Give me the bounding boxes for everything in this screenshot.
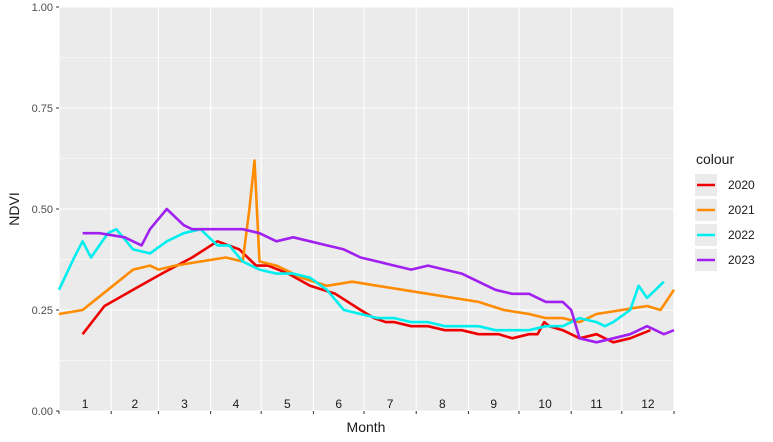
- legend: colour 2020 2021 2022 2023: [695, 151, 755, 271]
- y-tick-label: 0.25: [32, 305, 53, 317]
- series-line-2021: [58, 159, 676, 324]
- month-label: 1: [82, 397, 89, 411]
- y-tick-label: 0.75: [32, 103, 53, 115]
- month-label: 12: [641, 397, 655, 411]
- x-axis: 1 2 3 4 5 6 7 8 9 10 11 12: [58, 397, 675, 414]
- y-tick-label: 0.00: [32, 406, 53, 418]
- y-tick-label: 0.50: [32, 204, 53, 216]
- legend-label-2023: 2023: [728, 253, 755, 267]
- legend-label-2022: 2022: [728, 228, 755, 242]
- y-axis-title: NDVI: [6, 192, 22, 225]
- series-line-2023: [82, 207, 675, 344]
- month-label: 10: [538, 397, 552, 411]
- legend-title: colour: [696, 151, 734, 167]
- series-line-2020: [81, 240, 651, 344]
- x-axis-title: Month: [347, 419, 386, 435]
- month-label: 6: [335, 397, 342, 411]
- month-label: 9: [490, 397, 497, 411]
- series-lines: [57, 159, 676, 344]
- month-label: 8: [439, 397, 446, 411]
- month-label: 4: [233, 397, 240, 411]
- y-tick-label: 1.00: [32, 2, 53, 14]
- month-label: 5: [284, 397, 291, 411]
- legend-label-2021: 2021: [728, 203, 755, 217]
- month-label: 2: [131, 397, 138, 411]
- month-label: 11: [590, 397, 603, 411]
- month-label: 7: [387, 397, 394, 411]
- month-label: 3: [181, 397, 188, 411]
- series-line-2022: [57, 227, 665, 332]
- y-axis: 0.00 0.25 0.50 0.75 1.00: [32, 2, 59, 418]
- legend-label-2020: 2020: [728, 178, 755, 192]
